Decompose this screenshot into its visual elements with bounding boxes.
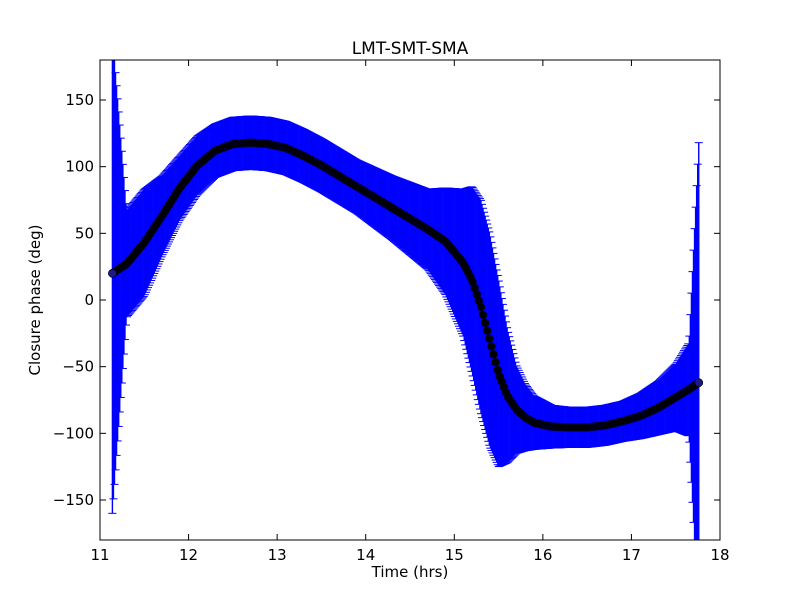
x-tick-label: 11 xyxy=(90,546,109,564)
data-point xyxy=(108,269,117,278)
y-tick-label: −50 xyxy=(62,358,94,376)
x-tick-label: 18 xyxy=(710,546,729,564)
x-tick-label: 16 xyxy=(533,546,552,564)
tick-layer: 11 12 13 14 15 16 17 18 −150 −100 −50 0 50 100 150 xyxy=(53,60,730,564)
data-point xyxy=(487,342,496,351)
x-tick-label: 15 xyxy=(445,546,464,564)
data-point xyxy=(485,334,494,343)
x-axis-label: Time (hrs) xyxy=(371,563,449,581)
data-point xyxy=(482,326,492,335)
points-layer xyxy=(108,138,704,432)
y-tick-label: 100 xyxy=(65,158,94,176)
x-tick-label: 17 xyxy=(622,546,641,564)
data-point xyxy=(491,357,500,367)
chart-title: LMT-SMT-SMA xyxy=(352,39,469,59)
x-tick-label: 12 xyxy=(179,546,198,564)
data-point xyxy=(480,318,490,328)
y-tick-label: 150 xyxy=(65,91,94,109)
x-tick-label: 13 xyxy=(268,546,287,564)
y-tick-label: −150 xyxy=(53,491,94,509)
y-tick-label: 0 xyxy=(84,291,94,309)
y-axis-label: Closure phase (deg) xyxy=(26,225,44,376)
y-tick-label: 50 xyxy=(75,224,94,242)
data-point xyxy=(694,378,704,387)
plot-area xyxy=(100,60,720,540)
data-point xyxy=(478,310,488,320)
y-tick-label: −100 xyxy=(53,424,94,442)
data-point xyxy=(489,350,498,359)
x-tick-label: 14 xyxy=(356,546,375,564)
data-point xyxy=(476,302,486,312)
